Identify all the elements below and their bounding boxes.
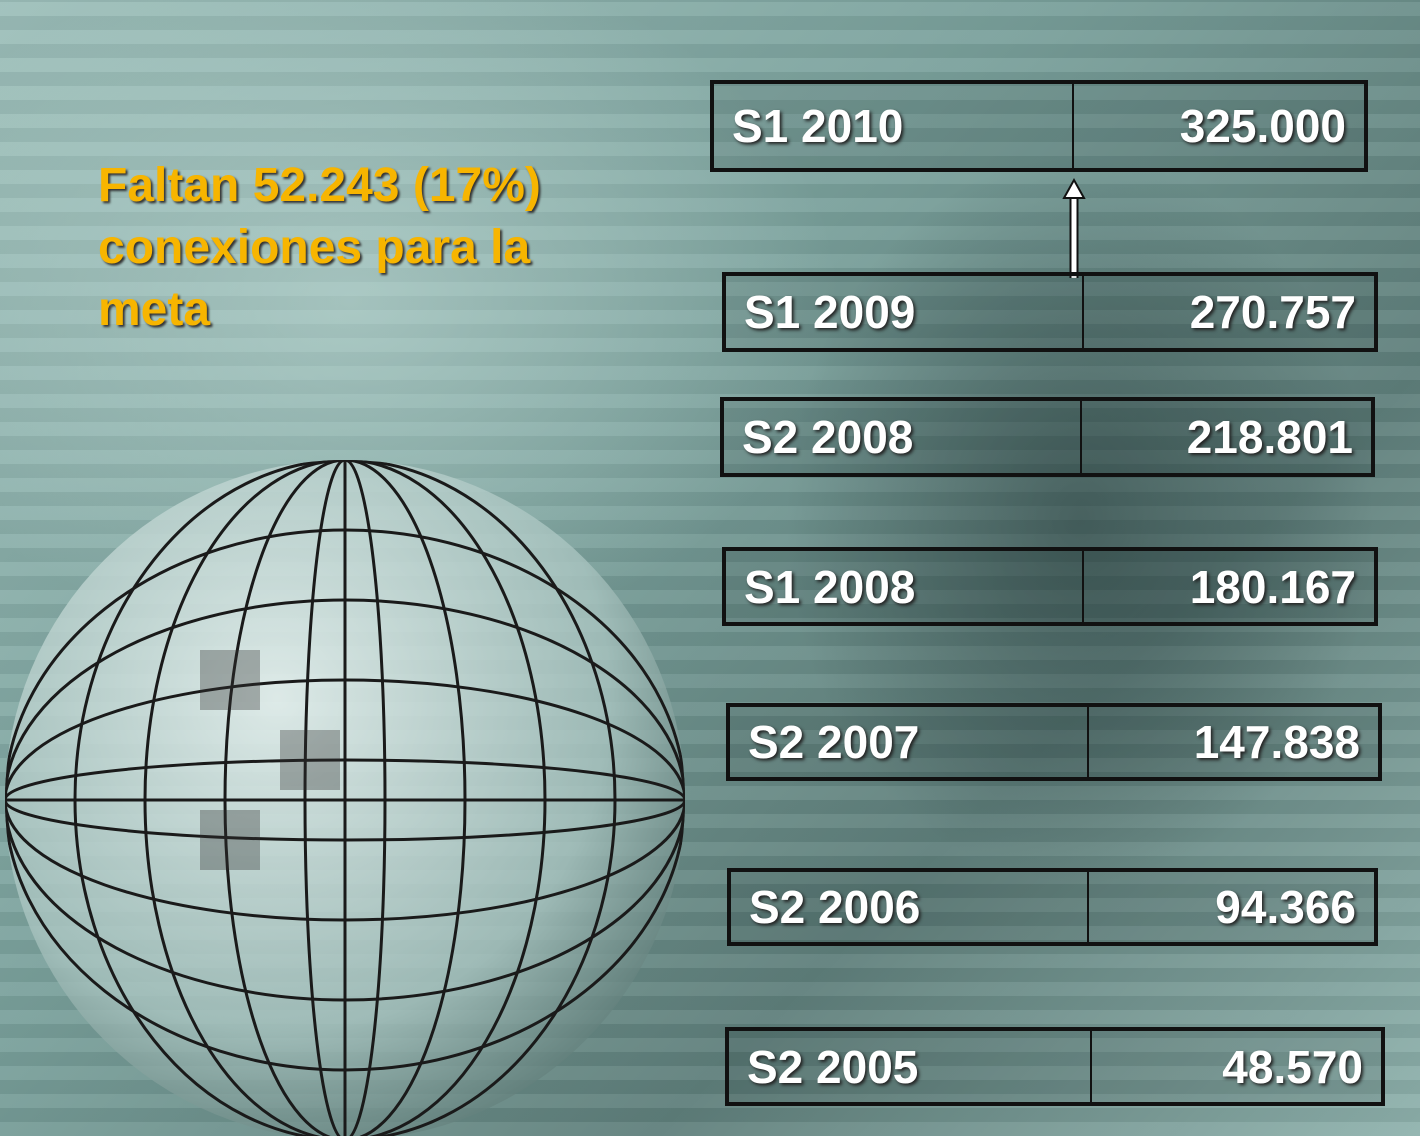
period-label: S1 2009 <box>744 286 916 338</box>
connections-value: 48.570 <box>1222 1040 1363 1093</box>
period-label: S2 2005 <box>747 1040 919 1093</box>
connections-value: 147.838 <box>1193 716 1360 768</box>
table-row: S2 2006 94.366 <box>727 868 1378 946</box>
connections-value: 218.801 <box>1186 411 1353 463</box>
connections-value: 94.366 <box>1215 881 1356 933</box>
table-row: S1 2010 325.000 <box>710 80 1368 172</box>
period-label: S2 2007 <box>748 716 920 768</box>
table-row: S2 2005 48.570 <box>725 1027 1385 1106</box>
period-label: S2 2006 <box>749 881 921 933</box>
cell-divider <box>1082 276 1084 348</box>
table-row: S1 2008 180.167 <box>722 547 1378 626</box>
cell-divider <box>1072 84 1074 168</box>
connections-value: 270.757 <box>1189 286 1356 338</box>
headline-line: conexiones para la <box>98 221 531 274</box>
connections-value: 325.000 <box>1179 100 1346 152</box>
cell-divider <box>1082 551 1084 622</box>
period-label: S1 2010 <box>732 100 904 152</box>
table-row: S2 2008 218.801 <box>720 397 1375 477</box>
headline-line: meta <box>98 283 211 336</box>
cell-divider <box>1080 401 1082 473</box>
cell-divider <box>1087 707 1089 777</box>
headline-line: Faltan 52.243 (17%) <box>98 159 541 212</box>
table-row: S1 2009 270.757 <box>722 272 1378 352</box>
cell-divider <box>1090 1031 1092 1102</box>
period-label: S1 2008 <box>744 560 916 613</box>
period-label: S2 2008 <box>742 411 914 463</box>
connections-value: 180.167 <box>1189 560 1356 613</box>
table-row: S2 2007 147.838 <box>726 703 1382 781</box>
cell-divider <box>1087 872 1089 942</box>
